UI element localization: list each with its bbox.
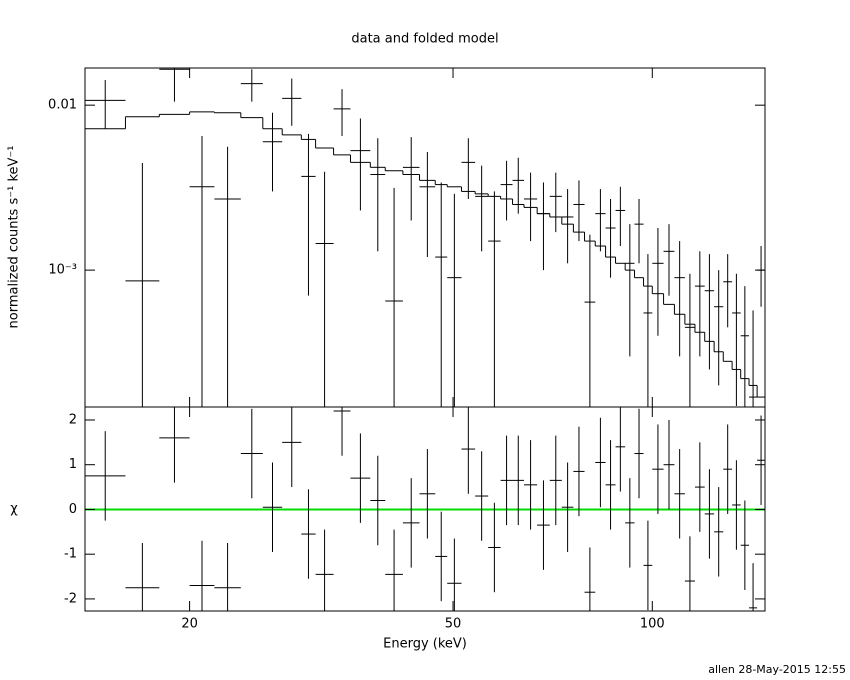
y-tick-label: 0 (69, 502, 77, 517)
residual-plot (85, 407, 765, 611)
x-tick-label: 20 (181, 617, 198, 632)
x-axis-label: Energy (keV) (383, 637, 467, 652)
y-tick-label: 2 (69, 412, 77, 427)
y-tick-label: 0.01 (48, 98, 77, 113)
y-axis-label: normalized counts s⁻¹ keV⁻¹ (7, 146, 22, 329)
top-frame (84, 67, 766, 408)
y-tick-label: 1 (69, 457, 77, 472)
footer: allen 28-May-2015 12:55 (708, 663, 846, 676)
x-tick-label: 50 (445, 617, 462, 632)
y-axis-label: χ (10, 502, 18, 517)
y-tick-label: -1 (64, 547, 77, 562)
top-plot (85, 68, 765, 407)
y-tick-label: 10⁻³ (48, 263, 77, 278)
y-tick-label: -2 (64, 591, 77, 606)
chart-title: data and folded model (351, 32, 498, 47)
x-tick-label: 100 (640, 617, 665, 632)
